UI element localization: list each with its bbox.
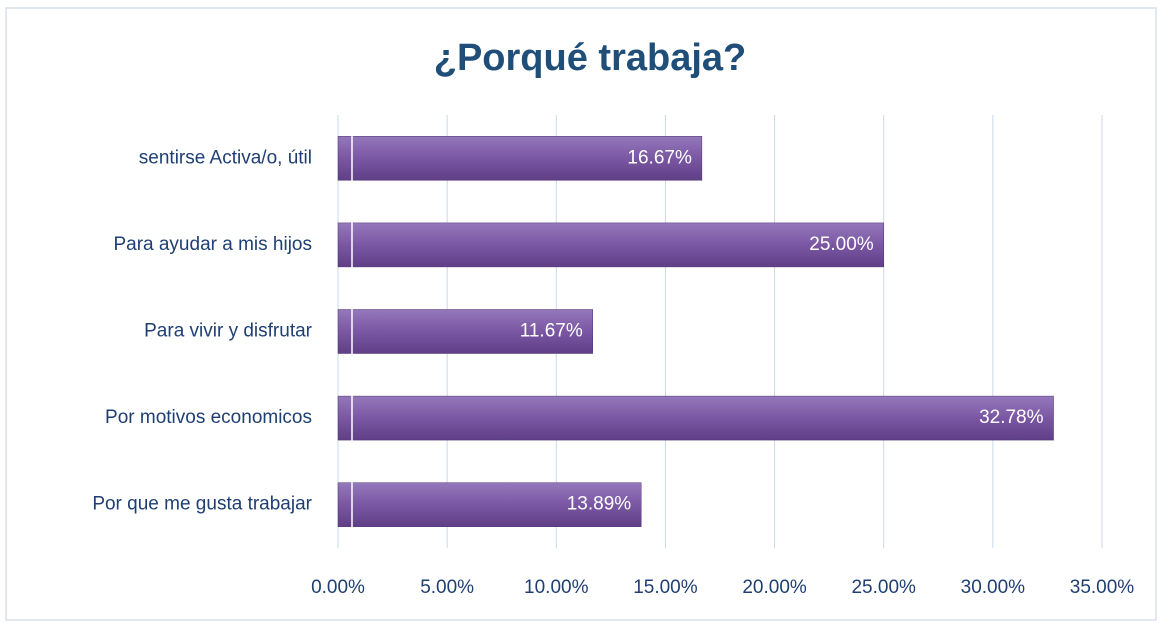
x-tick-label: 5.00% — [420, 577, 474, 598]
x-tick-label: 30.00% — [961, 577, 1026, 598]
bar — [337, 136, 703, 181]
x-tick-label: 15.00% — [633, 577, 698, 598]
y-tick-label: Para ayudar a mis hijos — [113, 234, 312, 255]
x-tick-label: 10.00% — [524, 577, 589, 598]
data-label: 11.67% — [520, 321, 583, 342]
x-tick-label: 20.00% — [742, 577, 807, 598]
chart-title: ¿Porqué trabaja? — [434, 37, 747, 79]
data-label: 16.67% — [627, 147, 692, 168]
y-tick-label: Por motivos economicos — [105, 407, 312, 428]
bar — [337, 395, 1054, 441]
x-tick-label: 25.00% — [851, 577, 916, 598]
bar — [337, 309, 593, 354]
y-tick-label: Para vivir y disfrutar — [144, 321, 313, 342]
bar — [337, 482, 642, 527]
data-label: 13.89% — [567, 494, 632, 515]
x-tick-label: 0.00% — [311, 577, 365, 598]
y-tick-label: Por que me gusta trabajar — [92, 494, 312, 515]
x-tick-label: 35.00% — [1070, 577, 1135, 598]
y-tick-label: sentirse Activa/o, útil — [139, 147, 312, 168]
data-label: 25.00% — [809, 234, 874, 255]
bar — [337, 222, 884, 268]
data-label: 32.78% — [979, 407, 1044, 428]
